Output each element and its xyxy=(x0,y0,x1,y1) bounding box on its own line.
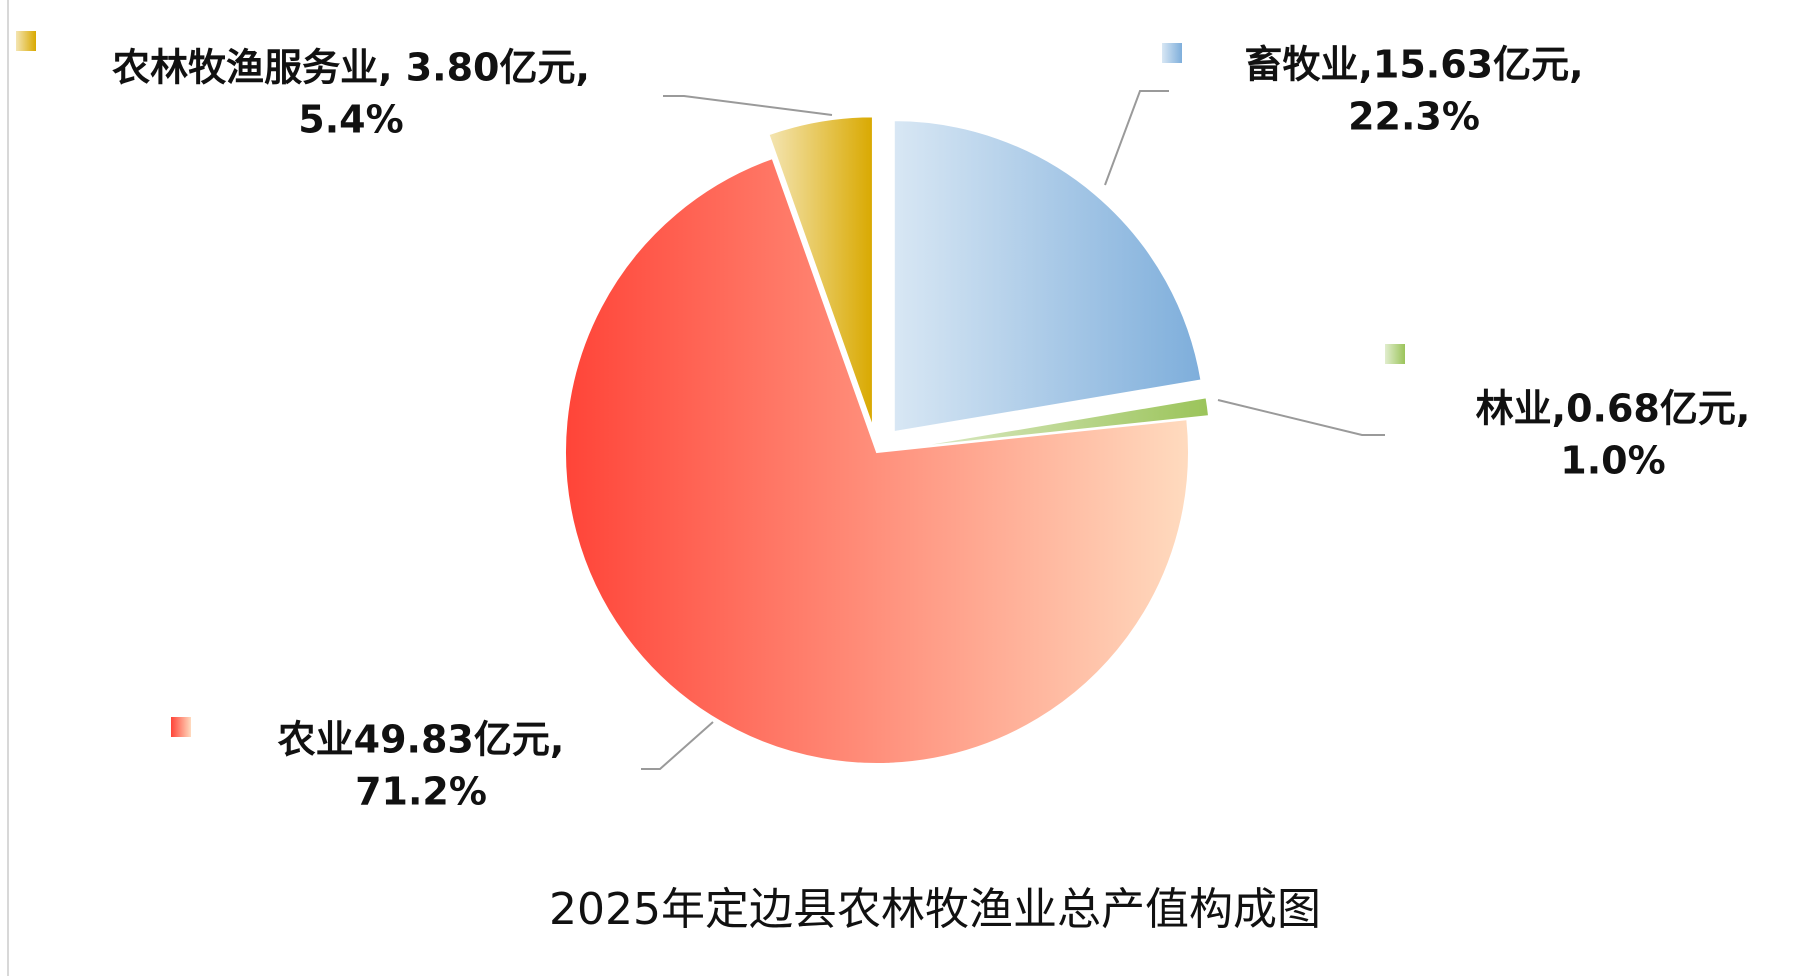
data-label: 1.0% xyxy=(1560,439,1665,483)
pie-slice xyxy=(892,119,1203,434)
pie-slice xyxy=(563,156,1190,765)
data-label: 71.2% xyxy=(355,770,487,814)
data-label: 农林牧渔服务业, 3.80亿元, xyxy=(112,46,590,90)
chart-title: 2025年定边县农林牧渔业总产值构成图 xyxy=(549,884,1321,935)
data-label: 农业49.83亿元, xyxy=(278,718,565,762)
data-label: 22.3% xyxy=(1348,95,1480,139)
leader-line xyxy=(663,95,833,116)
data-label: 5.4% xyxy=(298,98,403,142)
leader-line xyxy=(1104,90,1169,186)
leader-line xyxy=(1217,399,1385,436)
data-label: 畜牧业,15.63亿元, xyxy=(1244,43,1583,87)
pie-slice xyxy=(898,396,1211,451)
legend-marker xyxy=(1162,43,1182,63)
legend-marker xyxy=(1385,344,1405,364)
pie-slice xyxy=(767,115,874,429)
legend-marker xyxy=(16,31,36,51)
leader-line xyxy=(641,721,714,770)
legend-marker xyxy=(171,717,191,737)
data-label: 林业,0.68亿元, xyxy=(1476,387,1751,431)
